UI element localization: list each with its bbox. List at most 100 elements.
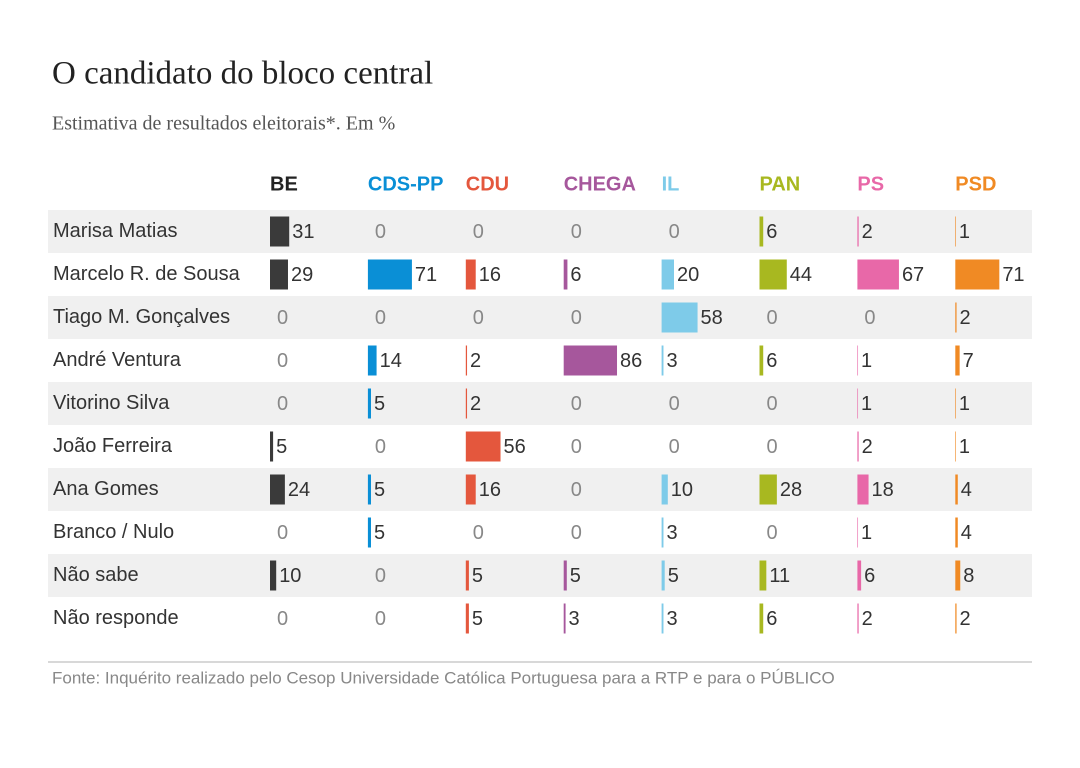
value-label: 10 [279,565,301,587]
value-label: 3 [569,608,580,630]
value-label: 18 [872,479,894,501]
column-header: CDS-PP [368,173,444,195]
bar [465,388,468,419]
value-label: 71 [1002,264,1024,286]
bar [955,431,956,462]
value-label: 2 [862,608,873,630]
column-header: BE [270,173,298,195]
value-label: 58 [701,307,723,329]
value-label: 71 [415,264,437,286]
column-header: CDU [466,173,509,195]
value-label: 0 [375,221,386,243]
value-label: 56 [504,436,526,458]
value-label: 67 [902,264,924,286]
value-label: 3 [666,350,677,372]
value-label: 0 [473,522,484,544]
value-label: 0 [767,522,778,544]
value-label: 0 [767,393,778,415]
value-label: 16 [479,479,501,501]
bar [759,216,764,247]
value-label: 0 [864,307,875,329]
bar [465,474,476,505]
value-label: 0 [571,479,582,501]
row-band [48,296,1032,339]
value-label: 0 [277,350,288,372]
value-label: 44 [790,264,812,286]
row-band [48,554,1032,597]
column-header: PAN [760,173,801,195]
value-label: 0 [375,565,386,587]
column-header: IL [662,173,680,195]
bar [465,259,476,290]
value-label: 6 [864,565,875,587]
bar [367,345,377,376]
value-label: 3 [666,522,677,544]
value-label: 1 [959,436,970,458]
bar [955,603,957,634]
column-header: PS [857,173,884,195]
row-label: Não responde [53,607,179,629]
value-label: 0 [571,436,582,458]
value-label: 1 [959,221,970,243]
value-label: 8 [963,565,974,587]
bar [270,560,277,591]
value-label: 0 [473,221,484,243]
value-label: 0 [767,307,778,329]
bar [465,431,501,462]
value-label: 14 [380,350,402,372]
bar [367,259,412,290]
column-header: PSD [955,173,996,195]
value-label: 0 [571,522,582,544]
bar [661,474,668,505]
bar [955,302,957,333]
value-label: 1 [861,522,872,544]
value-label: 7 [963,350,974,372]
bar [857,259,899,290]
bar [661,560,665,591]
bar [857,560,862,591]
value-label: 2 [470,350,481,372]
bar [661,345,664,376]
value-label: 6 [766,350,777,372]
chart-title: O candidato do bloco central [52,56,433,92]
value-label: 0 [375,608,386,630]
value-label: 2 [862,436,873,458]
value-label: 2 [960,307,971,329]
row-label: Ana Gomes [53,478,159,500]
source: Fonte: Inquérito realizado pelo Cesop Un… [52,668,835,687]
value-label: 10 [671,479,693,501]
bar [759,474,777,505]
row-label: Branco / Nulo [53,521,174,543]
value-label: 0 [375,436,386,458]
bar [367,517,371,548]
value-label: 2 [960,608,971,630]
bar [270,474,285,505]
bar [661,517,664,548]
value-label: 0 [669,436,680,458]
row-label: Marcelo R. de Sousa [53,263,241,285]
value-label: 6 [766,608,777,630]
value-label: 0 [277,608,288,630]
value-label: 0 [277,393,288,415]
row-label: Marisa Matias [53,220,177,242]
bar [367,388,371,419]
value-label: 4 [961,522,972,544]
bar [661,302,698,333]
value-label: 0 [571,307,582,329]
value-label: 5 [472,565,483,587]
bar [465,603,469,634]
bar [661,259,674,290]
value-label: 0 [375,307,386,329]
value-label: 0 [473,307,484,329]
bar [955,474,958,505]
bar [857,431,859,462]
row-band [48,210,1032,253]
bar [955,259,1000,290]
bar [955,517,958,548]
bar [857,517,859,548]
bar [857,216,859,247]
bar [955,388,956,419]
row-label: Vitorino Silva [53,392,170,414]
